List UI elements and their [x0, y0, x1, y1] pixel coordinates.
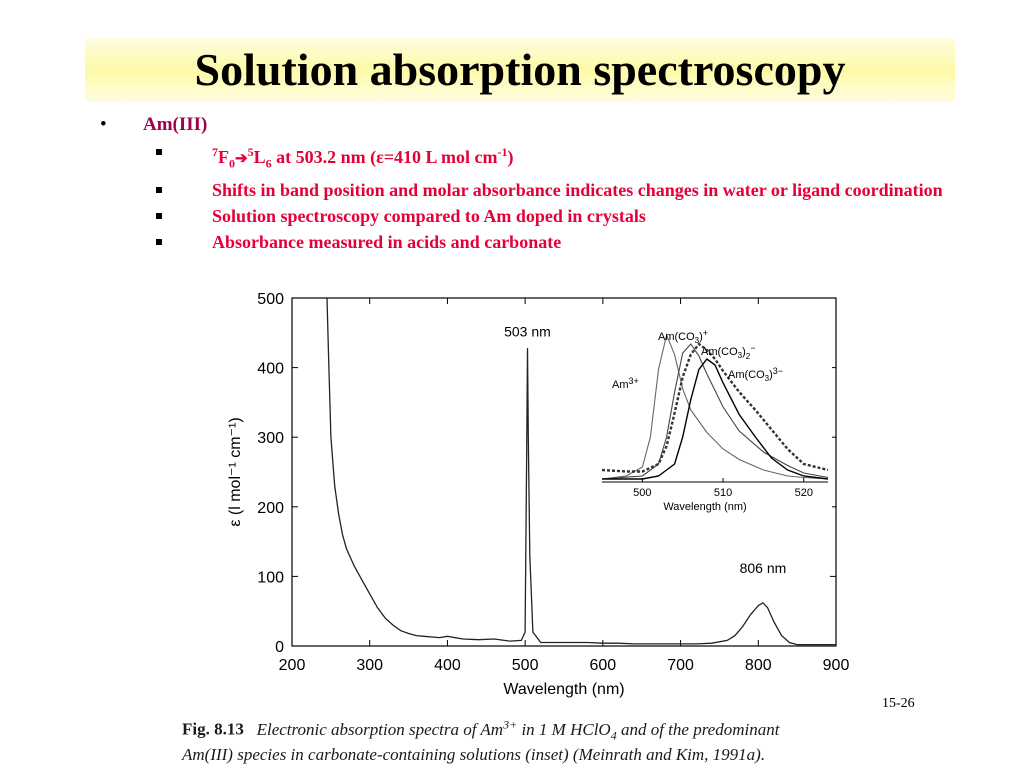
spectrum-line — [326, 297, 836, 646]
inset-x-tick-label: 520 — [795, 487, 813, 499]
inset-series-line — [601, 333, 829, 480]
sub-bullet-text: 7F0➔5L6 at 503.2 nm (ε=410 L mol cm-1) — [212, 145, 514, 171]
x-tick-label: 800 — [745, 657, 772, 674]
y-tick-label: 400 — [257, 361, 284, 378]
inset-background — [598, 322, 832, 522]
inset-x-tick-label: 500 — [633, 487, 651, 499]
y-axis-label: ε (l mol⁻¹ cm⁻¹) — [227, 417, 244, 526]
square-bullet-icon — [156, 212, 162, 219]
inset-label-amco3-2: Am(CO3)2− — [701, 343, 756, 361]
sub-bullet-shifts: Shifts in band position and molar absorb… — [100, 180, 980, 200]
caption-fig-label: Fig. 8.13 — [182, 719, 244, 739]
slide-title: Solution absorption spectroscopy — [194, 44, 846, 95]
inset-label-amco3: Am(CO3)+ — [658, 328, 708, 345]
y-tick-label: 500 — [257, 291, 284, 308]
inset-x-tick-label: 510 — [714, 487, 732, 499]
figure-caption: Fig. 8.13 Electronic absorption spectra … — [182, 717, 780, 765]
inset-label-amco3-3: Am(CO3)3− — [728, 366, 783, 383]
sub-bullet-acids: Absorbance measured in acids and carbona… — [100, 232, 980, 252]
inset-series-line — [601, 343, 829, 480]
inset-series-line — [601, 342, 829, 473]
x-tick-label: 500 — [512, 657, 539, 674]
sub-bullet-text: Shifts in band position and molar absorb… — [212, 179, 943, 200]
peak-annotation: 806 nm — [740, 560, 787, 576]
bullet-main-text: Am(III) — [143, 114, 208, 135]
y-tick-label: 0 — [275, 639, 284, 656]
bullet-dot-icon: • — [100, 114, 107, 135]
inset-series-line — [602, 358, 829, 480]
x-axis-label: Wavelength (nm) — [503, 681, 624, 698]
square-bullet-icon — [156, 149, 162, 155]
inset-x-axis-label: Wavelength (nm) — [663, 501, 746, 513]
plot-frame — [291, 297, 837, 647]
sub-bullet-transition: 7F0➔5L6 at 503.2 nm (ε=410 L mol cm-1) — [100, 142, 980, 174]
square-bullet-icon — [156, 238, 162, 245]
title-band — [85, 38, 955, 102]
bullet-main: • Am(III) — [100, 114, 980, 136]
y-tick-label: 300 — [257, 430, 284, 447]
x-tick-label: 900 — [823, 657, 850, 674]
square-bullet-icon — [156, 186, 162, 193]
x-tick-label: 400 — [434, 657, 461, 674]
x-tick-label: 300 — [356, 657, 383, 674]
inset-label-am3: Am3+ — [612, 376, 639, 391]
peak-annotation: 503 nm — [504, 323, 551, 339]
x-tick-label: 700 — [667, 657, 694, 674]
sub-bullet-text: Solution spectroscopy compared to Am dop… — [212, 205, 646, 226]
y-tick-label: 200 — [257, 500, 284, 517]
arrow-icon: ➔ — [235, 151, 248, 167]
y-tick-label: 100 — [257, 569, 284, 586]
sub-bullet-crystals: Solution spectroscopy compared to Am dop… — [100, 206, 980, 226]
bullet-list: • Am(III) 7F0➔5L6 at 503.2 nm (ε=410 L m… — [100, 114, 980, 252]
x-tick-label: 200 — [279, 657, 306, 674]
x-tick-label: 600 — [590, 657, 617, 674]
sub-bullet-text: Absorbance measured in acids and carbona… — [212, 231, 562, 252]
slide-number: 15-26 — [882, 696, 915, 711]
